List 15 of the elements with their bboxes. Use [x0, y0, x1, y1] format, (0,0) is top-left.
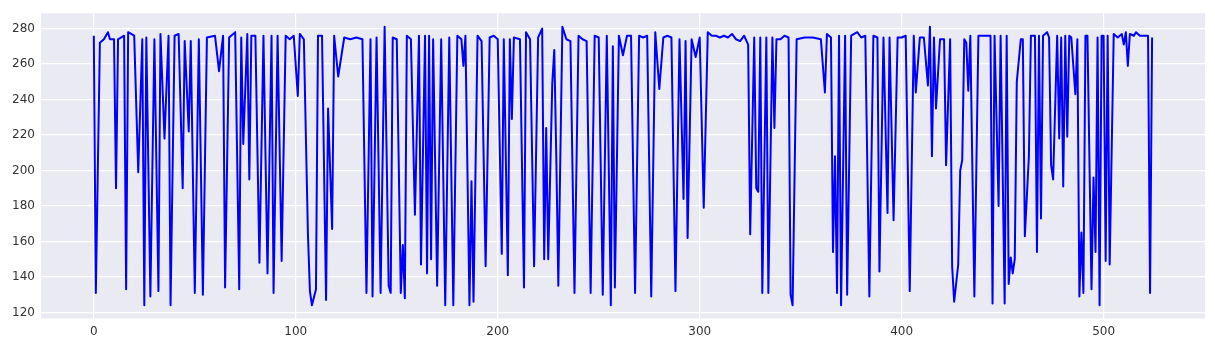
y-tick-label: 160 — [12, 233, 35, 248]
y-tick-label: 180 — [12, 198, 35, 213]
y-tick-label: 220 — [12, 127, 35, 142]
y-tick-label: 260 — [12, 56, 35, 71]
x-tick-label: 200 — [486, 323, 510, 338]
y-tick-label: 280 — [12, 20, 35, 35]
y-tick-label: 140 — [12, 269, 35, 284]
x-tick-label: 100 — [284, 323, 308, 338]
y-tick-label: 120 — [12, 304, 35, 319]
y-tick-label: 240 — [12, 91, 35, 106]
y-tick-label: 200 — [12, 162, 35, 177]
x-tick-label: 400 — [890, 323, 914, 338]
x-tick-label: 300 — [688, 323, 712, 338]
x-tick-label: 0 — [90, 323, 98, 338]
x-tick-label: 500 — [1092, 323, 1116, 338]
